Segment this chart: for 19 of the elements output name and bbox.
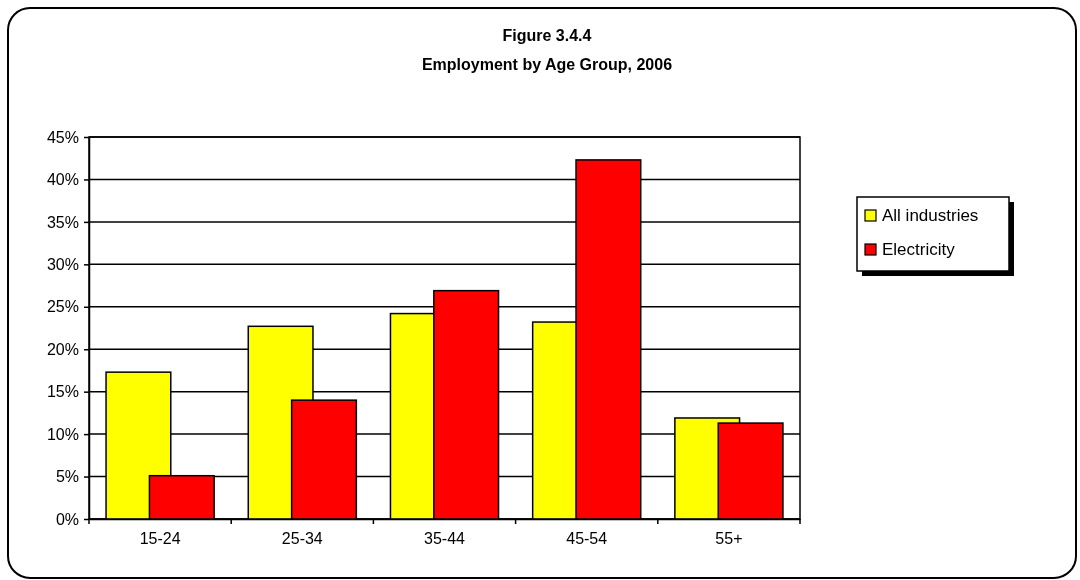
x-tick-label: 45-54 (566, 530, 608, 548)
x-tick-label: 25-34 (281, 530, 323, 548)
y-tick-label: 10% (46, 425, 79, 443)
y-tick-label: 0% (55, 510, 79, 528)
y-tick-label: 15% (46, 383, 79, 401)
y-tick-label: 40% (46, 171, 79, 189)
chart-title: Figure 3.4.4 (502, 27, 592, 44)
x-tick-label: 35-44 (424, 530, 466, 548)
legend-label: Electricity (882, 240, 956, 259)
y-tick-label: 35% (46, 213, 79, 231)
y-tick-label: 45% (46, 128, 79, 146)
x-tick-label: 55+ (715, 530, 743, 548)
y-tick-label: 20% (46, 340, 79, 358)
legend-label: All industries (882, 206, 979, 225)
y-tick-label: 25% (46, 298, 79, 316)
y-tick-label: 5% (55, 468, 79, 486)
x-tick-label: 15-24 (139, 530, 181, 548)
y-tick-label: 30% (46, 255, 79, 273)
chart-subtitle: Employment by Age Group, 2006 (421, 56, 673, 73)
